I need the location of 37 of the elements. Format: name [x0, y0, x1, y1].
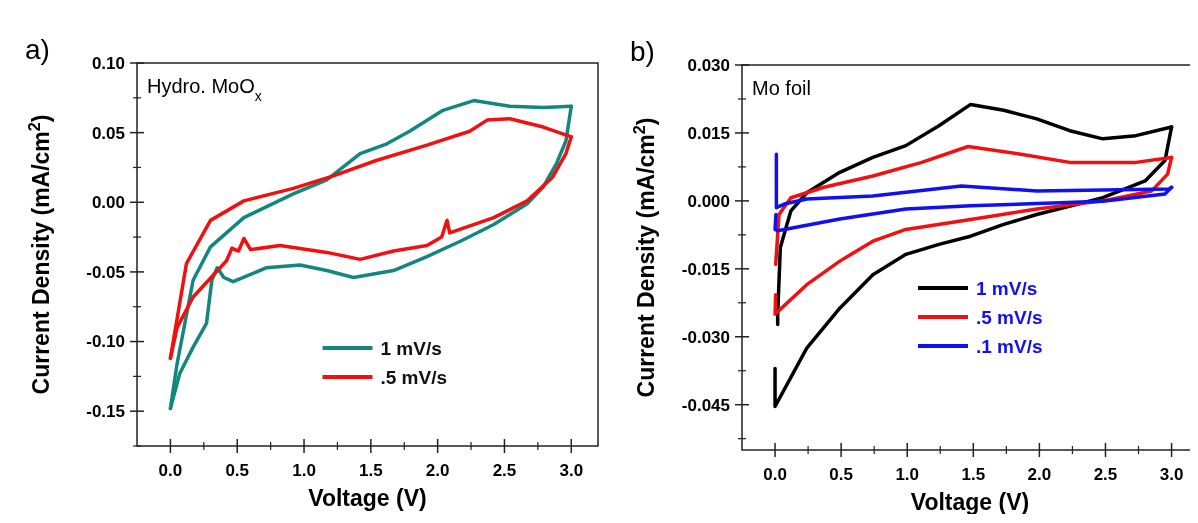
- x-tick-label: 2.0: [1027, 465, 1052, 484]
- legend-label: 1 mV/s: [380, 337, 442, 359]
- y-tick-label: -0.05: [86, 262, 125, 282]
- y-tick-label: -0.015: [681, 259, 730, 279]
- annotation: Hydro. MoO$_{x}$: [147, 75, 262, 104]
- y-tick-label: 0.030: [687, 55, 730, 75]
- x-tick-label: 3.0: [1159, 465, 1184, 484]
- x-tick-label: 1.0: [292, 461, 316, 480]
- x-axis-title: Voltage (V): [910, 489, 1030, 515]
- x-tick-label: 0.5: [225, 461, 250, 480]
- annotation: Mo foil: [752, 77, 811, 99]
- legend-label: .1 mV/s: [976, 335, 1043, 357]
- y-tick-label: 0.000: [687, 191, 730, 211]
- y-tick-label: 0.05: [91, 123, 125, 143]
- x-tick-label: 2.5: [492, 461, 517, 480]
- legend-label: 1 mV/s: [976, 277, 1038, 299]
- chart-title: b): [630, 36, 655, 67]
- x-tick-label: 0.5: [829, 465, 853, 484]
- legend-label: .5 mV/s: [976, 306, 1043, 328]
- y-tick-label: 0.10: [91, 53, 125, 73]
- x-tick-label: 0.0: [763, 465, 787, 484]
- y-tick-label: -0.10: [86, 332, 125, 352]
- x-tick-label: 1.0: [895, 465, 920, 484]
- y-tick-label: -0.15: [86, 402, 125, 422]
- x-tick-label: 1.5: [359, 461, 383, 480]
- x-tick-label: 2.5: [1093, 465, 1118, 484]
- x-axis-title: Voltage (V): [308, 485, 427, 511]
- y-tick-label: -0.045: [681, 395, 730, 415]
- chart-title: a): [25, 34, 50, 65]
- x-tick-label: 1.5: [961, 465, 986, 484]
- x-tick-label: 3.0: [559, 461, 584, 480]
- x-tick-label: 2.0: [425, 461, 450, 480]
- x-tick-label: 0.0: [158, 461, 183, 480]
- y-tick-label: 0.00: [91, 193, 125, 213]
- y-tick-label: -0.030: [681, 327, 730, 347]
- legend-label: .5 mV/s: [380, 366, 448, 388]
- y-tick-label: 0.015: [687, 123, 730, 143]
